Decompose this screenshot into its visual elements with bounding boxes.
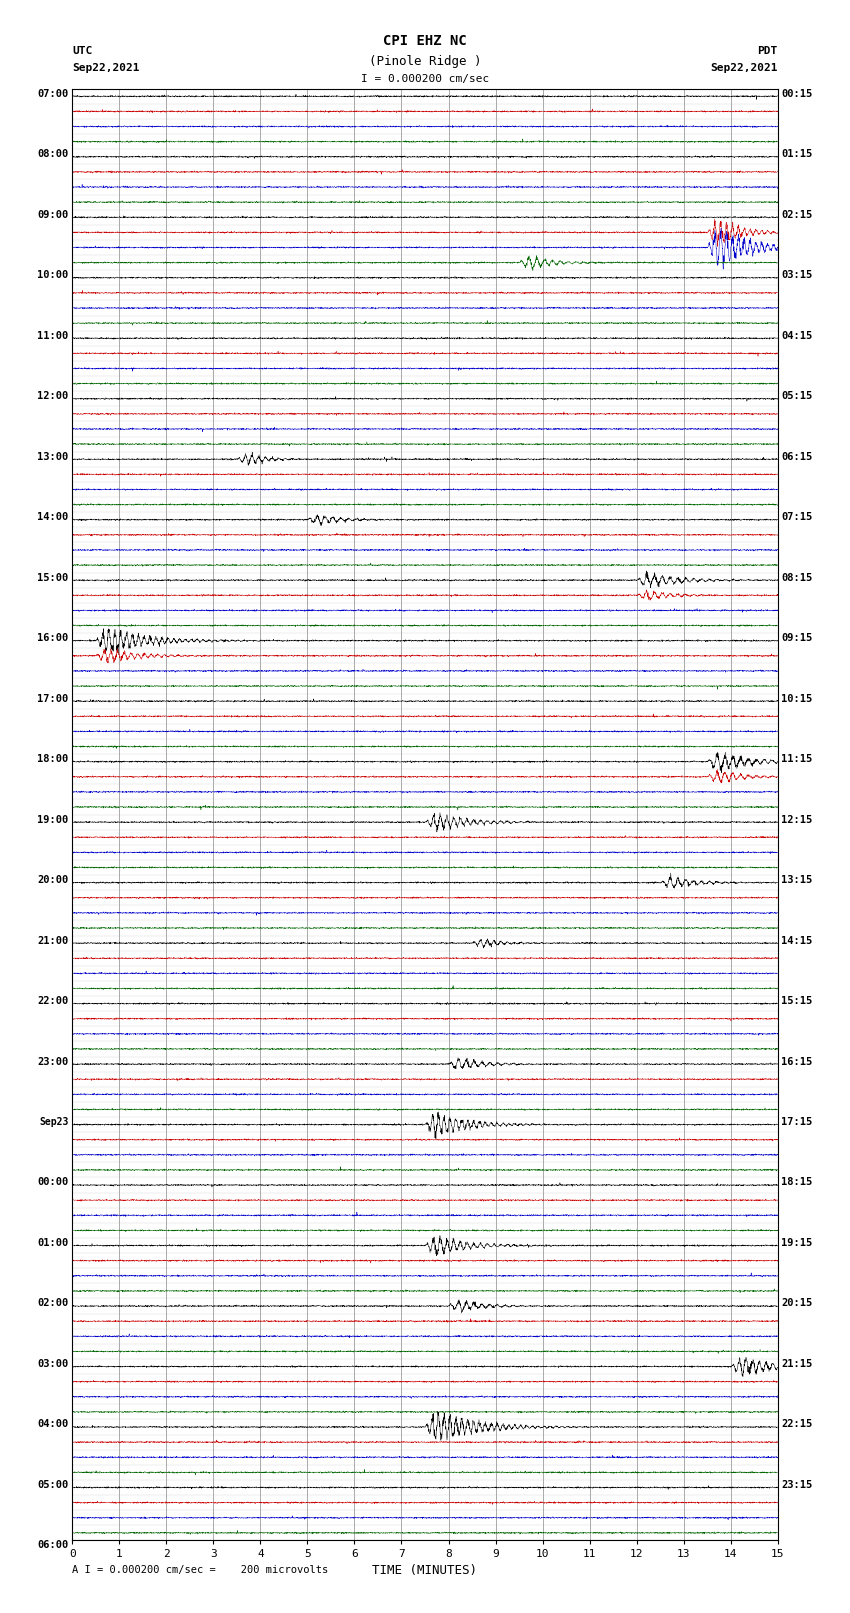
Text: 19:00: 19:00 xyxy=(37,815,69,824)
Text: I = 0.000200 cm/sec: I = 0.000200 cm/sec xyxy=(361,74,489,84)
Text: 22:00: 22:00 xyxy=(37,997,69,1007)
Text: 10:15: 10:15 xyxy=(781,694,813,703)
Text: 21:00: 21:00 xyxy=(37,936,69,945)
Text: 23:15: 23:15 xyxy=(781,1481,813,1490)
Text: 20:15: 20:15 xyxy=(781,1298,813,1308)
Text: 18:15: 18:15 xyxy=(781,1177,813,1187)
X-axis label: TIME (MINUTES): TIME (MINUTES) xyxy=(372,1563,478,1576)
Text: 17:15: 17:15 xyxy=(781,1118,813,1127)
Text: 02:15: 02:15 xyxy=(781,210,813,219)
Text: 05:15: 05:15 xyxy=(781,392,813,402)
Text: 01:00: 01:00 xyxy=(37,1239,69,1248)
Text: 09:15: 09:15 xyxy=(781,634,813,644)
Text: 14:00: 14:00 xyxy=(37,513,69,523)
Text: 08:00: 08:00 xyxy=(37,150,69,160)
Text: 00:00: 00:00 xyxy=(37,1177,69,1187)
Text: 08:15: 08:15 xyxy=(781,573,813,582)
Text: 01:15: 01:15 xyxy=(781,150,813,160)
Text: Sep22,2021: Sep22,2021 xyxy=(711,63,778,73)
Text: 22:15: 22:15 xyxy=(781,1419,813,1429)
Text: 02:00: 02:00 xyxy=(37,1298,69,1308)
Text: 11:00: 11:00 xyxy=(37,331,69,340)
Text: Sep22,2021: Sep22,2021 xyxy=(72,63,139,73)
Text: A I = 0.000200 cm/sec =    200 microvolts: A I = 0.000200 cm/sec = 200 microvolts xyxy=(72,1565,328,1574)
Text: 06:15: 06:15 xyxy=(781,452,813,461)
Text: 07:00: 07:00 xyxy=(37,89,69,98)
Text: 16:15: 16:15 xyxy=(781,1057,813,1066)
Text: 20:00: 20:00 xyxy=(37,876,69,886)
Text: (Pinole Ridge ): (Pinole Ridge ) xyxy=(369,55,481,68)
Text: 03:15: 03:15 xyxy=(781,271,813,281)
Text: 13:15: 13:15 xyxy=(781,876,813,886)
Text: 12:15: 12:15 xyxy=(781,815,813,824)
Text: 13:00: 13:00 xyxy=(37,452,69,461)
Text: 04:00: 04:00 xyxy=(37,1419,69,1429)
Text: 21:15: 21:15 xyxy=(781,1358,813,1369)
Text: 04:15: 04:15 xyxy=(781,331,813,340)
Text: 12:00: 12:00 xyxy=(37,392,69,402)
Text: Sep23: Sep23 xyxy=(39,1118,69,1127)
Text: UTC: UTC xyxy=(72,47,93,56)
Text: 15:00: 15:00 xyxy=(37,573,69,582)
Text: 19:15: 19:15 xyxy=(781,1239,813,1248)
Text: 15:15: 15:15 xyxy=(781,997,813,1007)
Text: 05:00: 05:00 xyxy=(37,1481,69,1490)
Text: 09:00: 09:00 xyxy=(37,210,69,219)
Text: 10:00: 10:00 xyxy=(37,271,69,281)
Text: 03:00: 03:00 xyxy=(37,1358,69,1369)
Text: 06:00: 06:00 xyxy=(37,1540,69,1550)
Text: 07:15: 07:15 xyxy=(781,513,813,523)
Text: 18:00: 18:00 xyxy=(37,755,69,765)
Text: 17:00: 17:00 xyxy=(37,694,69,703)
Text: 11:15: 11:15 xyxy=(781,755,813,765)
Text: 00:15: 00:15 xyxy=(781,89,813,98)
Text: PDT: PDT xyxy=(757,47,778,56)
Text: 14:15: 14:15 xyxy=(781,936,813,945)
Text: CPI EHZ NC: CPI EHZ NC xyxy=(383,34,467,48)
Text: 23:00: 23:00 xyxy=(37,1057,69,1066)
Text: 16:00: 16:00 xyxy=(37,634,69,644)
